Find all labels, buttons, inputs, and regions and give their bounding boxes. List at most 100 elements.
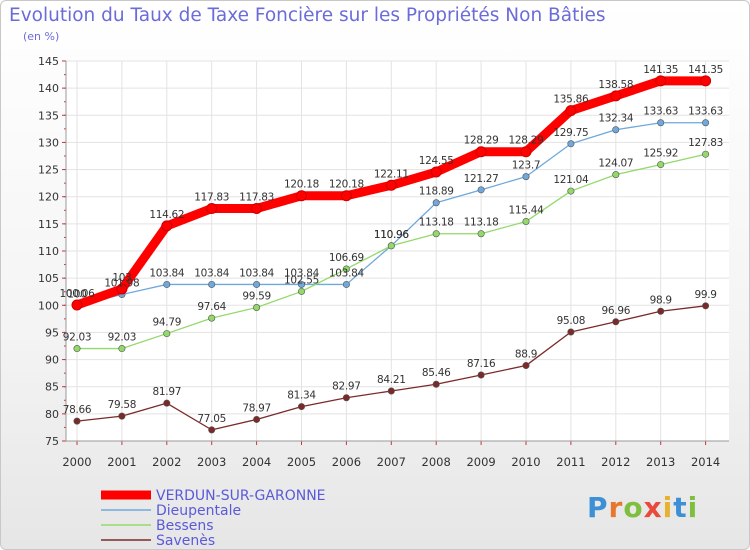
x-tick-label: 2011	[556, 455, 585, 469]
legend-label-1: Dieupentale	[156, 503, 241, 519]
data-point-1	[522, 173, 530, 181]
data-point-1	[432, 199, 440, 207]
data-label-0: 117.83	[194, 191, 229, 203]
data-label-3: 85.46	[422, 367, 451, 379]
data-point-2	[477, 230, 485, 238]
data-label-3: 96.96	[602, 305, 631, 317]
x-tick-label: 2009	[466, 455, 495, 469]
x-tick-label: 2002	[152, 455, 181, 469]
data-point-3	[253, 415, 261, 423]
data-point-3	[297, 403, 305, 411]
data-point-2	[118, 345, 126, 353]
data-point-2	[73, 345, 81, 353]
data-point-1	[208, 280, 216, 288]
data-label-0: 141.35	[688, 64, 723, 76]
data-label-1: 103.84	[284, 267, 320, 279]
data-point-0	[430, 166, 442, 178]
x-tick-label: 2008	[422, 455, 451, 469]
y-tick-label: 110	[38, 245, 59, 258]
data-label-1: 101.98	[104, 278, 139, 290]
x-tick-label: 2006	[332, 455, 361, 469]
x-tick-label: 2000	[62, 455, 91, 469]
data-label-3: 98.9	[650, 294, 672, 306]
data-label-2: 125.92	[643, 148, 678, 160]
data-label-0: 135.86	[553, 94, 589, 106]
data-label-1: 100	[67, 288, 86, 300]
data-point-0	[116, 283, 128, 295]
data-label-2: 99.59	[242, 291, 271, 303]
legend-label-0: VERDUN-SUR-GARONNE	[156, 488, 326, 504]
data-label-2: 113.18	[464, 217, 499, 229]
data-point-1	[163, 280, 171, 288]
data-label-3: 79.58	[108, 399, 137, 411]
data-point-0	[296, 190, 307, 202]
data-label-0: 117.83	[239, 191, 274, 203]
data-label-1: 133.63	[688, 106, 723, 118]
data-label-1: 103.84	[194, 267, 230, 279]
data-label-3: 78.66	[63, 404, 92, 416]
data-point-3	[567, 328, 575, 336]
y-tick-label: 105	[38, 272, 59, 285]
x-tick-label: 2005	[287, 455, 316, 469]
data-label-1: 133.63	[643, 106, 678, 118]
data-label-2: 102.55	[284, 274, 319, 286]
data-label-0: 128.29	[509, 135, 544, 147]
data-label-0: 124.55	[419, 155, 454, 167]
data-point-3	[612, 318, 620, 326]
data-point-0	[475, 146, 487, 158]
data-point-3	[163, 399, 171, 407]
data-point-2	[432, 230, 440, 238]
data-label-2: 113.18	[419, 217, 454, 229]
data-point-0	[161, 220, 173, 232]
y-tick-label: 85	[45, 381, 59, 394]
data-point-3	[342, 394, 350, 402]
data-point-2	[342, 265, 350, 273]
y-tick-label: 140	[38, 82, 59, 95]
data-point-1	[297, 280, 305, 288]
data-point-1	[567, 140, 575, 148]
data-label-2: 110.96	[374, 229, 410, 241]
chart-subtitle: (en %)	[23, 30, 60, 43]
data-label-0: 120.18	[284, 179, 319, 191]
data-point-0	[565, 105, 577, 117]
y-tick-label: 95	[45, 326, 59, 339]
data-point-0	[251, 202, 263, 214]
data-point-3	[387, 387, 395, 395]
data-label-0: 120.18	[329, 179, 364, 191]
data-point-2	[208, 314, 216, 322]
data-point-3	[208, 426, 216, 434]
y-tick-label: 130	[38, 136, 59, 149]
data-label-1: 110.96	[374, 229, 410, 241]
data-label-0: 128.29	[464, 135, 499, 147]
data-point-2	[163, 330, 171, 338]
legend-label-3: Savenès	[156, 533, 215, 549]
legend-label-2: Bessens	[156, 518, 214, 534]
data-label-1: 103.84	[239, 267, 275, 279]
data-point-1	[477, 186, 485, 194]
chart-title: Evolution du Taux de Taxe Foncière sur l…	[9, 5, 606, 26]
x-tick-label: 2004	[242, 455, 271, 469]
data-point-0	[520, 146, 532, 158]
y-tick-label: 145	[38, 55, 59, 68]
data-point-3	[657, 307, 665, 315]
data-label-1: 132.34	[598, 113, 634, 125]
data-point-2	[253, 304, 261, 312]
data-label-1: 118.89	[419, 186, 454, 198]
data-label-3: 84.21	[377, 374, 406, 386]
data-point-0	[340, 190, 352, 202]
data-point-3	[73, 417, 81, 425]
data-label-2: 124.07	[598, 158, 633, 170]
data-label-3: 81.97	[153, 386, 182, 398]
data-label-2: 121.04	[553, 174, 589, 186]
data-label-0: 103	[112, 272, 131, 284]
data-label-0: 114.62	[149, 209, 184, 221]
y-tick-label: 120	[38, 191, 59, 204]
x-tick-label: 2003	[197, 455, 226, 469]
x-tick-label: 2014	[691, 455, 720, 469]
y-tick-label: 100	[38, 299, 59, 312]
proxiti-logo: Proxiti	[587, 491, 699, 524]
data-label-0: 100.06	[60, 288, 96, 300]
data-label-1: 103.84	[149, 267, 185, 279]
data-label-3: 87.16	[467, 358, 496, 370]
